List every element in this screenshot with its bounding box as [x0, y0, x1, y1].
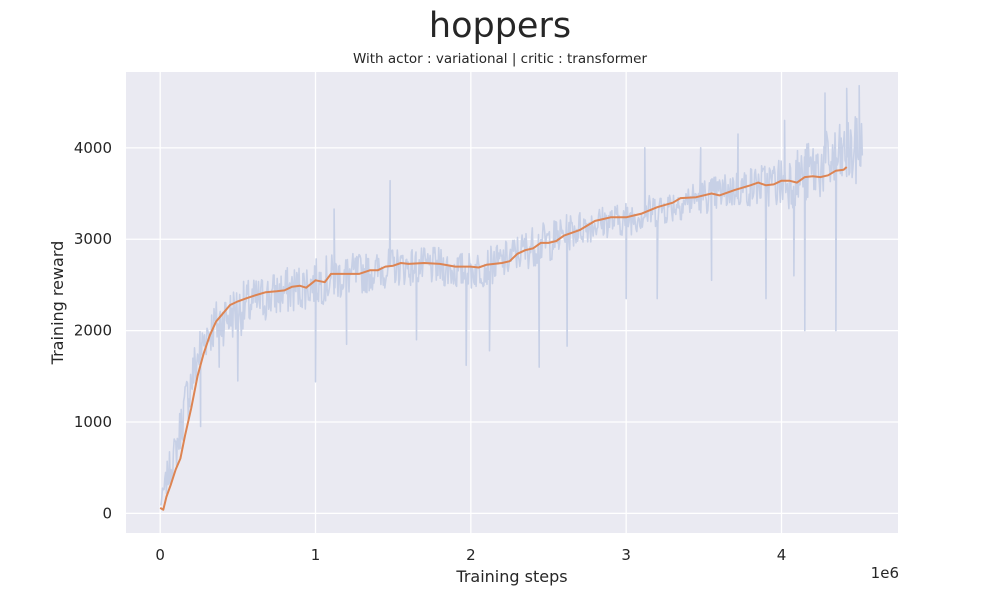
x-tick-label: 3 [621, 546, 631, 564]
plot-area [126, 72, 898, 533]
y-tick-label: 1000 [74, 413, 112, 431]
x-axis-ticks: 0 1 2 3 4 [155, 546, 786, 564]
grid [126, 72, 898, 533]
y-axis-ticks: 0 1000 2000 3000 4000 [74, 139, 112, 523]
x-tick-label: 4 [777, 546, 787, 564]
x-tick-label: 0 [155, 546, 165, 564]
chart-subtitle: With actor : variational | critic : tran… [352, 51, 648, 67]
smoothed-series [159, 166, 848, 511]
smoothed-reward-line [159, 166, 848, 511]
x-tick-label: 2 [466, 546, 476, 564]
y-tick-label: 4000 [74, 139, 112, 157]
y-tick-label: 2000 [74, 322, 112, 340]
x-axis-offset-label: 1e6 [871, 564, 899, 582]
x-tick-label: 1 [311, 546, 321, 564]
x-axis-label: Training steps [455, 567, 567, 586]
chart-title: hoppers [428, 6, 572, 46]
y-tick-label: 3000 [74, 230, 112, 248]
y-tick-label: 0 [102, 504, 112, 522]
y-axis-label: Training reward [48, 241, 67, 366]
raw-series [160, 84, 864, 506]
raw-reward-line [160, 84, 864, 506]
